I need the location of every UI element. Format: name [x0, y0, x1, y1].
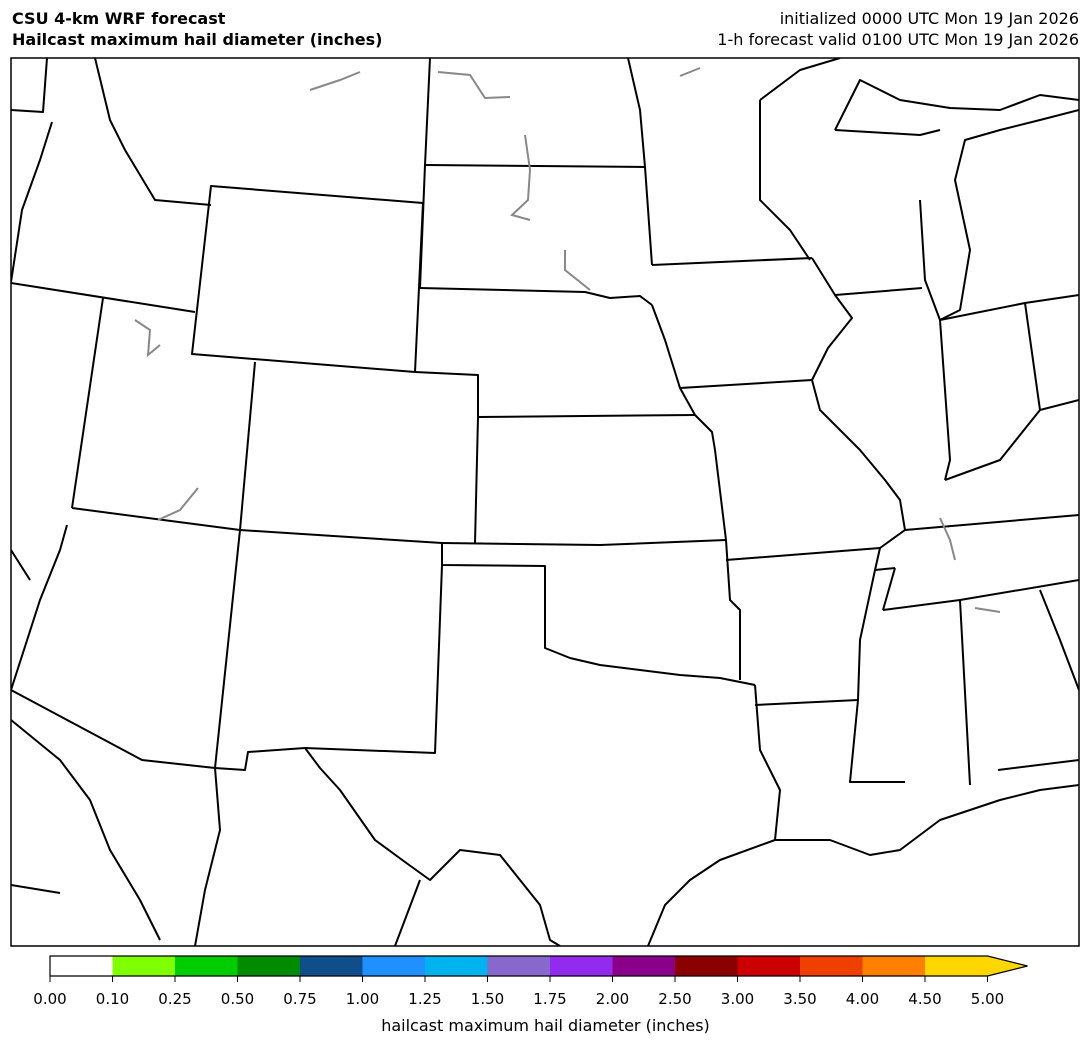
colorbar-segment: [300, 956, 363, 976]
az-south: [11, 689, 216, 769]
map-frame: [10, 57, 1080, 947]
lake-outline: [510, 134, 532, 221]
ok-east: [725, 539, 741, 680]
colorbar-tick-label: 3.50: [783, 990, 817, 1008]
colorbar-tick-label: 0.25: [158, 990, 192, 1008]
model-title: CSU 4-km WRF forecast: [12, 9, 226, 28]
init-time: initialized 0000 UTC Mon 19 Jan 2026: [779, 9, 1079, 28]
nd-mn: [627, 58, 653, 266]
mo-east: [811, 379, 906, 549]
lake-outline: [309, 71, 511, 100]
utah: [71, 297, 256, 531]
colorbar-label: hailcast maximum hail diameter (inches): [381, 1016, 710, 1035]
lake-outline: [974, 607, 1001, 613]
mexico-lines: [11, 719, 421, 946]
co-east: [474, 416, 479, 544]
texas-west: [304, 564, 561, 946]
lake-superior: [759, 58, 1079, 131]
ar-south: [754, 699, 859, 706]
illinois: [834, 287, 951, 481]
colorbar-segment: [800, 956, 863, 976]
wyoming: [191, 185, 424, 373]
colorbar-segment: [737, 956, 800, 976]
idaho-montana-border: [94, 58, 212, 206]
colorbar-tick-label: 0.10: [95, 990, 130, 1008]
colorbar-segment: [50, 956, 113, 976]
lake-outline: [679, 67, 701, 77]
nv-az: [11, 524, 68, 691]
colorbar-tick-label: 5.00: [970, 990, 1005, 1008]
indiana: [939, 302, 1079, 481]
colorbar-tick-label: 4.50: [908, 990, 942, 1008]
id-ut-nv: [11, 282, 196, 313]
colorbar-tick-label: 1.25: [408, 990, 442, 1008]
colorbar-segment: [112, 956, 175, 976]
valid-time: 1-h forecast valid 0100 UTC Mon 19 Jan 2…: [717, 30, 1079, 49]
iowa: [679, 257, 853, 389]
montana-dakota: [424, 58, 431, 166]
alabama-east: [997, 589, 1079, 771]
lakes-rivers: [134, 67, 1001, 613]
colorbar: [49, 955, 1028, 982]
title-left: CSU 4-km WRF forecast Hailcast maximum h…: [12, 8, 382, 50]
colorbar-segment: [362, 956, 425, 976]
ar-east: [857, 569, 876, 701]
sd-north-east: [419, 164, 426, 289]
sd-ne: [419, 287, 653, 306]
colorbar-segment: [612, 956, 675, 976]
colorbar-segment: [862, 956, 925, 976]
colorbar-tick-label: 3.00: [720, 990, 755, 1008]
colorbar-segment: [487, 956, 550, 976]
colorbar-tick-label: 1.00: [345, 990, 380, 1008]
field-title: Hailcast maximum hail diameter (inches): [12, 30, 383, 49]
colorbar-segment: [237, 956, 300, 976]
mi-oh: [1024, 294, 1079, 304]
idaho-north: [11, 58, 53, 283]
tx-la: [754, 684, 781, 841]
colorbar-segment: [675, 956, 738, 976]
colorbar-tick-label: 0.75: [283, 990, 317, 1008]
ks-east: [651, 304, 727, 541]
ks-ok: [441, 539, 727, 546]
wi-mi-shore: [759, 100, 1079, 321]
new-mexico: [214, 529, 306, 771]
colorbar-tick-label: 2.50: [658, 990, 692, 1008]
colorbar-segment: [425, 956, 488, 976]
colorbar-tick-label: 4.00: [845, 990, 880, 1008]
colorbar-tick-label: 0.00: [33, 990, 67, 1008]
colorbar-tick-label: 1.50: [470, 990, 505, 1008]
colorbar-tick-label: 2.00: [595, 990, 630, 1008]
lake-outline: [564, 250, 591, 291]
colorbar-segment: [925, 956, 1028, 976]
oklahoma: [441, 543, 756, 686]
gulf-coast: [647, 784, 1079, 946]
mo-south: [725, 547, 896, 571]
colorbar-segment: [550, 956, 613, 976]
lake-outline: [939, 517, 956, 561]
colorbar-outline: [49, 955, 1028, 977]
nebraska-south: [414, 371, 696, 418]
co-nm: [239, 529, 443, 544]
colorbar-segment: [175, 956, 238, 976]
colorbar-tick-label: 0.50: [220, 990, 255, 1008]
nd-sd: [424, 164, 646, 168]
title-right: initialized 0000 UTC Mon 19 Jan 2026 1-h…: [717, 8, 1079, 50]
lake-outline: [157, 487, 199, 521]
lake-outline: [134, 319, 161, 358]
state-borders: [11, 58, 1079, 946]
mississippi: [849, 599, 971, 786]
colorbar-tick-label: 1.75: [533, 990, 567, 1008]
tennessee: [882, 514, 1079, 611]
mn-ia: [651, 257, 813, 266]
